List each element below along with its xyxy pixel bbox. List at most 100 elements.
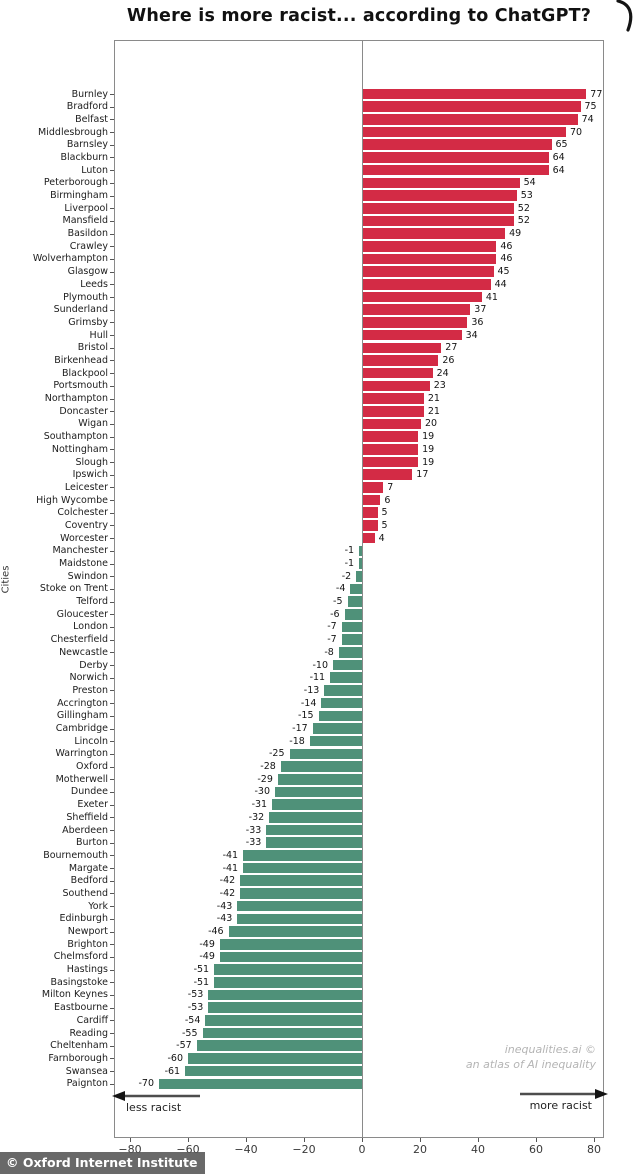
- city-label: Cardiff: [76, 1014, 108, 1026]
- value-label: 21: [427, 405, 440, 417]
- y-tick: [110, 690, 114, 692]
- bar: [363, 202, 514, 214]
- y-tick: [110, 500, 114, 502]
- city-label: Colchester: [57, 507, 108, 519]
- watermark-line2: an atlas of AI inequality: [465, 1058, 596, 1071]
- city-label: Reading: [69, 1027, 108, 1039]
- city-label: Blackburn: [60, 151, 108, 163]
- city-label: Leicester: [64, 481, 108, 493]
- bar: [208, 1002, 362, 1013]
- y-tick: [110, 144, 114, 146]
- value-label: -1: [344, 558, 355, 570]
- city-label: Burton: [75, 837, 108, 849]
- city-label: Gloucester: [56, 608, 108, 620]
- city-label: Southampton: [43, 431, 108, 443]
- bar: [363, 215, 514, 227]
- value-label: 77: [590, 88, 603, 100]
- bar: [237, 900, 362, 912]
- value-label: -28: [260, 761, 276, 773]
- y-tick: [110, 639, 114, 641]
- city-label: Nottingham: [51, 443, 108, 455]
- bar: [240, 875, 362, 887]
- value-label: -70: [138, 1078, 154, 1090]
- bar: [363, 126, 566, 138]
- value-label: -41: [222, 849, 239, 861]
- chart-title: Where is more racist... according to Cha…: [126, 6, 592, 26]
- city-label: Manchester: [52, 545, 108, 557]
- bar: [202, 1027, 362, 1039]
- value-label: 41: [485, 291, 498, 303]
- y-tick: [110, 1083, 114, 1085]
- y-tick: [110, 1058, 114, 1060]
- value-label: -60: [167, 1052, 183, 1064]
- y-tick: [110, 132, 114, 134]
- bar: [363, 253, 497, 265]
- value-label: 46: [500, 240, 513, 252]
- less-racist-label: less racist: [126, 1101, 182, 1114]
- value-label: 34: [465, 329, 478, 341]
- bar: [363, 177, 520, 189]
- y-tick: [110, 474, 114, 476]
- city-label: Birmingham: [50, 190, 108, 202]
- y-tick: [110, 918, 114, 920]
- bar: [359, 558, 362, 569]
- value-label: 23: [433, 380, 446, 392]
- y-tick: [110, 791, 114, 793]
- y-tick: [110, 601, 114, 603]
- value-label: -29: [257, 773, 273, 785]
- value-label: 17: [416, 469, 429, 481]
- bar: [277, 773, 362, 785]
- bar: [341, 634, 362, 645]
- bar: [363, 190, 517, 201]
- value-label: -4: [335, 583, 346, 595]
- value-label: -30: [254, 786, 270, 798]
- bar: [289, 748, 362, 760]
- city-label: Plymouth: [63, 291, 108, 303]
- bar: [363, 291, 482, 303]
- y-tick: [110, 982, 114, 984]
- y-tick: [110, 804, 114, 806]
- bar: [324, 685, 362, 696]
- city-label: Bristol: [77, 342, 108, 354]
- bar: [363, 342, 442, 354]
- y-tick: [110, 906, 114, 908]
- bar: [363, 304, 471, 316]
- value-label: -55: [181, 1027, 198, 1039]
- value-label: 24: [436, 367, 449, 379]
- value-label: 21: [427, 393, 440, 405]
- bar: [347, 596, 362, 607]
- y-tick: [110, 614, 114, 616]
- bar: [363, 418, 421, 430]
- city-label: Basingstoke: [50, 976, 108, 988]
- y-tick: [110, 741, 114, 743]
- city-label: Wolverhampton: [32, 253, 108, 265]
- value-label: -51: [193, 964, 210, 976]
- value-label: -43: [216, 900, 233, 912]
- less-racist-arrow: [112, 1091, 200, 1101]
- city-label: Mansfield: [62, 215, 109, 227]
- city-label: Farnborough: [48, 1052, 108, 1064]
- bar: [363, 444, 419, 455]
- y-tick: [110, 360, 114, 362]
- bar: [208, 989, 362, 1001]
- city-label: Worcester: [60, 532, 108, 544]
- value-label: 45: [497, 266, 510, 278]
- bar: [318, 710, 362, 722]
- city-label: Leeds: [80, 278, 108, 290]
- bar: [330, 672, 362, 684]
- value-label: 27: [445, 342, 458, 354]
- y-tick: [110, 626, 114, 628]
- y-tick: [110, 728, 114, 730]
- y-tick: [110, 817, 114, 819]
- value-label: -11: [309, 672, 326, 684]
- bar: [333, 659, 362, 671]
- y-tick: [110, 398, 114, 400]
- bar: [341, 621, 362, 633]
- city-label: Northampton: [44, 393, 108, 405]
- city-label: Glasgow: [67, 266, 108, 278]
- x-tick: [478, 1138, 479, 1142]
- bar: [338, 647, 362, 658]
- bar: [363, 431, 419, 442]
- bar: [363, 101, 581, 112]
